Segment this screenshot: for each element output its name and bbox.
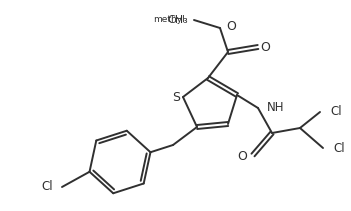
Text: NH: NH: [267, 100, 285, 114]
Text: O: O: [237, 150, 247, 164]
Text: S: S: [172, 91, 180, 104]
Text: Cl: Cl: [41, 180, 53, 193]
Text: O: O: [226, 19, 236, 32]
Text: Cl: Cl: [333, 142, 345, 156]
Text: CH₃: CH₃: [167, 15, 188, 25]
Text: Cl: Cl: [330, 104, 342, 118]
Text: methyl: methyl: [153, 15, 185, 23]
Text: O: O: [260, 41, 270, 54]
